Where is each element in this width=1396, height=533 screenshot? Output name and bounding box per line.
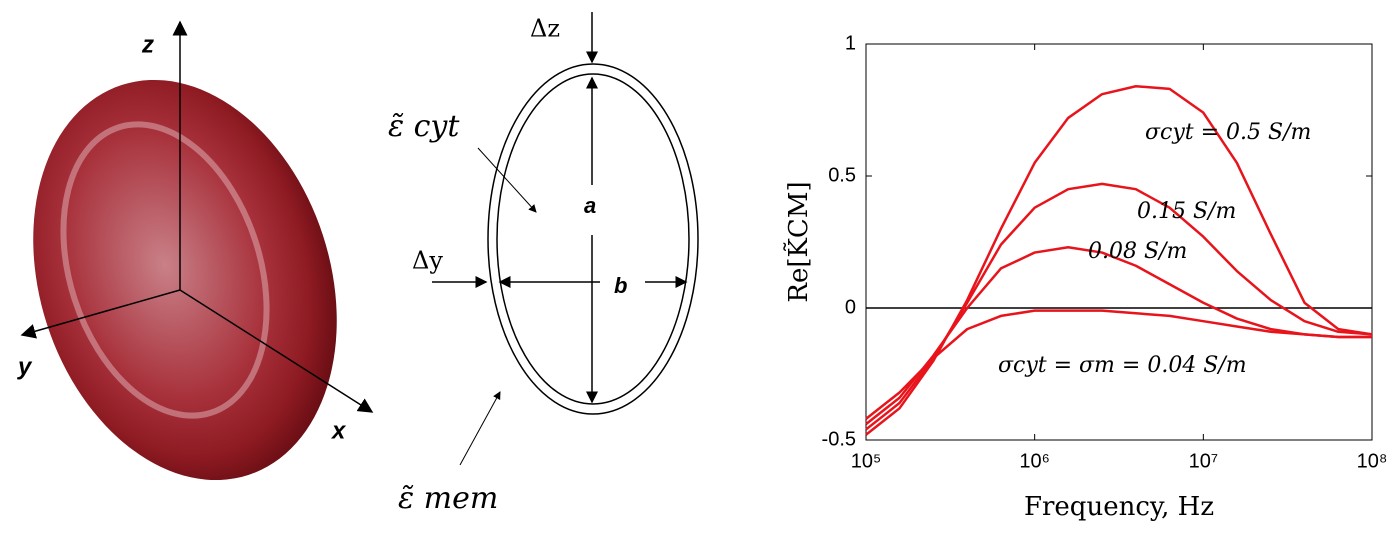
y-axis (20, 289, 181, 339)
x-tick-label: 10⁵ (851, 450, 882, 472)
y-tick-label: -0.5 (822, 428, 856, 450)
axis-label: z (141, 31, 154, 58)
pointer (459, 391, 501, 466)
label: a (584, 193, 596, 218)
y-axis-label: Re[K̃CM] (783, 181, 814, 302)
series-label: σcyt = σm = 0.04 S/m (998, 353, 1247, 378)
axis-label: x (330, 417, 347, 444)
series-line (865, 182, 1373, 431)
cell-panel: z y x (17, 20, 374, 481)
cell-rim (60, 121, 270, 419)
series-line (865, 246, 1372, 426)
pointer (477, 147, 537, 213)
label: ε̃ cyt (388, 109, 460, 144)
plot-frame (865, 43, 1373, 441)
series-label: 0.08 S/m (1088, 239, 1187, 264)
x-axis-label: Frequency, Hz (1024, 492, 1214, 522)
label: Δy (412, 247, 443, 275)
x-tick-label: 10⁷ (1189, 450, 1218, 472)
y-tick-label: 0 (845, 296, 856, 318)
label: Δz (530, 15, 560, 43)
inner-shell (496, 73, 690, 405)
y-tick-label: 1 (845, 32, 856, 54)
axis-label: y (17, 353, 33, 380)
red-blood-cell (33, 79, 337, 481)
label: ε̃ mem (398, 481, 498, 516)
y-tick-label: 0.5 (828, 164, 856, 186)
outer-shell (487, 63, 699, 415)
x-tick-label: 10⁶ (1019, 450, 1049, 472)
x-tick-label: 10⁸ (1357, 450, 1388, 472)
label: b (614, 273, 627, 298)
x-axis (179, 289, 374, 413)
series-label: 0.15 S/m (1137, 199, 1236, 224)
shell-panel: Δz ε̃ cyt a Δy b ε̃ mem (388, 12, 699, 516)
series-line (865, 309, 1372, 420)
series-label: σcyt = 0.5 S/m (1145, 120, 1311, 145)
